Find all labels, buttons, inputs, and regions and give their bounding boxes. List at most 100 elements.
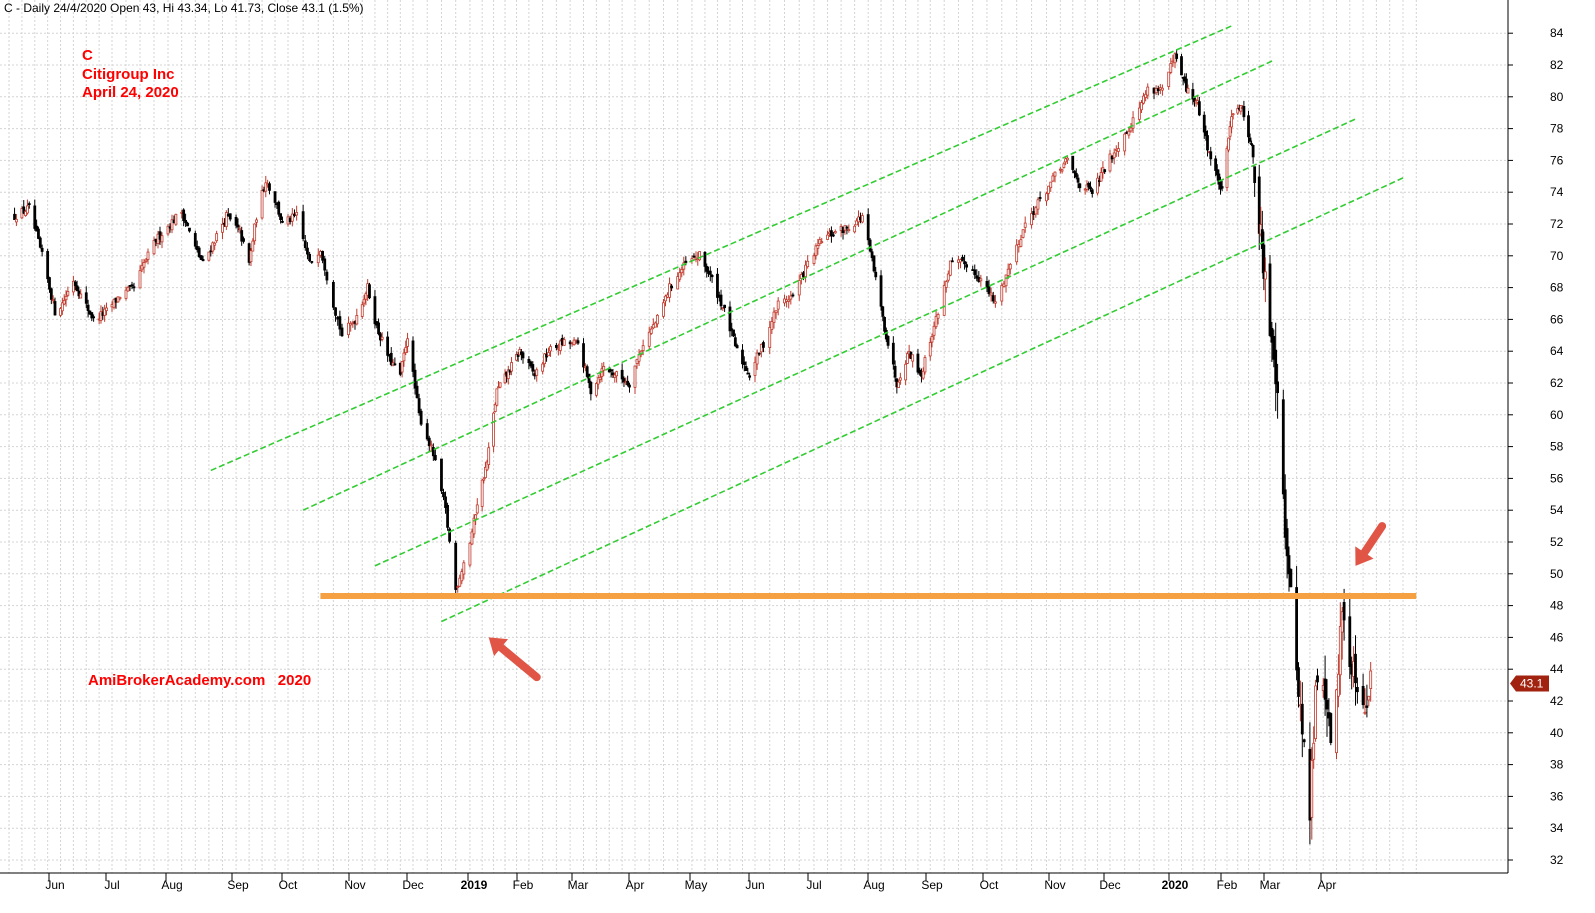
candle-body: [791, 294, 795, 297]
x-tick-label: Jun: [45, 878, 64, 892]
candle-body: [705, 266, 709, 272]
candle-body: [787, 299, 791, 302]
candle-body: [602, 366, 606, 371]
candle-body: [1367, 695, 1371, 701]
candle-body: [338, 316, 342, 330]
candle-body: [126, 287, 130, 292]
candle-body: [762, 342, 765, 348]
candle-body: [682, 262, 686, 270]
x-tick-label: Oct: [279, 878, 298, 892]
candle-body: [46, 251, 50, 280]
candle-body: [495, 388, 499, 406]
candle-body: [1354, 653, 1357, 684]
candle-body: [549, 346, 552, 352]
candle-body: [866, 214, 870, 241]
candle-body: [132, 286, 136, 289]
candle-body: [1137, 107, 1141, 120]
candle-body: [1251, 145, 1255, 158]
candle-body: [238, 228, 242, 231]
candle-body: [1250, 143, 1253, 145]
candle-body: [1089, 186, 1092, 190]
candle-body: [13, 213, 16, 220]
candle-body: [855, 220, 858, 226]
candle-body: [105, 307, 108, 312]
candle-body: [306, 247, 309, 255]
candle-body: [59, 308, 62, 316]
candle-body: [411, 340, 415, 372]
candle-body: [124, 289, 128, 299]
candle-body: [598, 376, 602, 380]
y-tick-label: 32: [1550, 853, 1564, 867]
candle-body: [1242, 106, 1246, 118]
candle-body: [554, 345, 558, 348]
candle-body: [1078, 183, 1082, 189]
candle-body: [360, 304, 364, 317]
candle-body: [576, 340, 580, 344]
candle-body: [27, 203, 31, 206]
candle-body: [928, 342, 932, 357]
candle-body: [1361, 685, 1365, 706]
candle-body: [772, 311, 776, 323]
candle-body: [930, 336, 934, 343]
candle-body: [678, 272, 682, 280]
candle-body: [973, 269, 977, 276]
candle-body: [921, 370, 925, 379]
candle-body: [493, 403, 497, 412]
candle-body: [468, 542, 472, 566]
candle-body: [1365, 705, 1369, 708]
candle-body: [1270, 327, 1274, 343]
candle-body: [444, 496, 447, 508]
candle-body: [234, 216, 238, 226]
candle-body: [1253, 166, 1257, 183]
candle-body: [355, 315, 359, 325]
candle-body: [251, 240, 255, 252]
candle-body: [1096, 177, 1099, 194]
candle-body: [1348, 616, 1352, 667]
candle-body: [684, 260, 688, 264]
candle-body: [753, 361, 757, 376]
candle-body: [770, 321, 774, 330]
candle-body: [582, 343, 585, 368]
candle-body: [103, 308, 107, 316]
y-tick-label: 36: [1550, 789, 1564, 803]
candle-body: [759, 343, 763, 353]
y-tick-label: 58: [1550, 440, 1564, 454]
candle-body: [812, 255, 816, 264]
last-price-tag: 43.1: [1510, 675, 1549, 692]
candle-body: [99, 311, 103, 321]
candle-body: [853, 225, 857, 233]
candle-body: [415, 385, 419, 399]
candle-body: [1034, 207, 1038, 215]
candle-body: [1329, 713, 1333, 744]
candle-body: [472, 517, 476, 535]
candle-body: [1285, 528, 1289, 557]
candle-body: [529, 361, 533, 367]
x-tick-label: Nov: [1044, 878, 1065, 892]
x-tick-label: Jul: [806, 878, 821, 892]
candle-body: [1248, 137, 1252, 142]
candle-body: [60, 302, 64, 312]
candle-body: [279, 213, 282, 220]
candle-body: [1247, 115, 1250, 138]
candle-body: [1206, 135, 1209, 151]
candle-body: [331, 282, 335, 308]
candle-body: [916, 353, 920, 373]
candle-body: [1036, 199, 1040, 210]
candle-body: [242, 238, 245, 242]
candle-body: [170, 219, 174, 231]
candle-body: [703, 251, 707, 267]
candle-body: [1060, 169, 1064, 172]
x-tick-label: Feb: [513, 878, 534, 892]
candle-body: [506, 369, 510, 379]
x-tick-label: Mar: [568, 878, 589, 892]
candle-body: [845, 226, 849, 229]
candle-body: [527, 358, 531, 363]
candle-body: [1260, 229, 1264, 249]
candle-body: [1220, 186, 1224, 189]
candle-body: [1023, 222, 1027, 228]
candle-body: [1197, 101, 1201, 116]
candle-body: [893, 365, 897, 378]
candle-body: [1204, 130, 1208, 137]
candle-body: [197, 247, 201, 257]
